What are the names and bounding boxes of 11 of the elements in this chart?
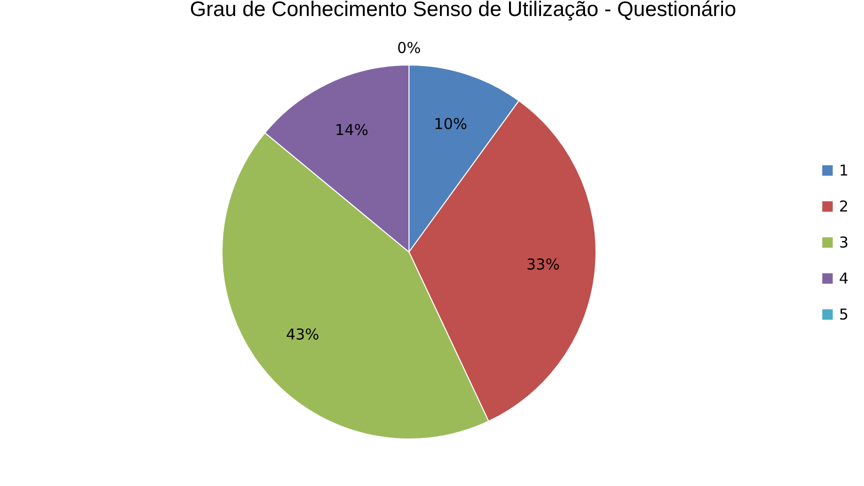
data-label: 33%: [526, 256, 560, 274]
chart-title: Grau de Conhecimento Senso de Utilização - Questionário: [190, 0, 736, 21]
legend-label: 1: [839, 162, 849, 180]
text: 0%: [397, 39, 421, 57]
legend-label: 4: [839, 270, 849, 288]
data-label: 10%: [434, 114, 468, 133]
legend-label: 5: [839, 306, 849, 324]
legend-label: 2: [839, 198, 849, 216]
legend-label: 3: [839, 234, 849, 252]
data-label: 43%: [286, 326, 320, 344]
data-label: 14%: [335, 121, 368, 140]
